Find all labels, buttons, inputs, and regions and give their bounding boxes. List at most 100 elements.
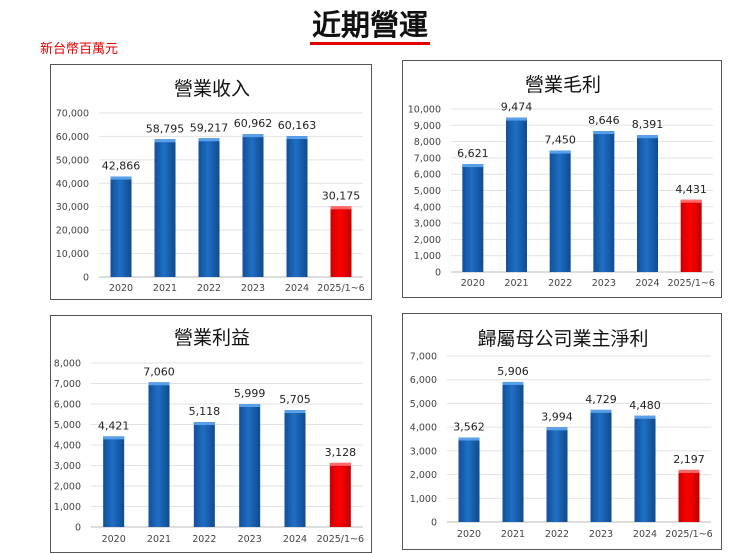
- x-tick-label: 2024: [283, 534, 307, 545]
- y-tick-label: 1,000: [410, 494, 437, 505]
- bar-highlight: [329, 462, 351, 527]
- data-label: 8,391: [632, 118, 664, 131]
- data-label: 4,729: [585, 393, 617, 406]
- bar: [637, 135, 658, 272]
- bar: [502, 381, 524, 522]
- chart-title: 歸屬母公司業主淨利: [477, 328, 648, 350]
- data-label: 2,197: [673, 453, 705, 466]
- bar: [286, 136, 308, 277]
- bar: [154, 139, 176, 277]
- y-tick-label: 6,000: [414, 170, 441, 181]
- bar: [193, 422, 215, 527]
- bar-top: [502, 381, 524, 385]
- bar-top: [462, 164, 484, 168]
- chart-svg: 歸屬母公司業主淨利 0 1,000 2,000 3,000 4,000 5,000 6,000…: [410, 328, 713, 540]
- x-tick-label: 2022: [192, 534, 216, 545]
- y-tick-label: 7,000: [410, 352, 437, 363]
- y-tick-label: 2,000: [410, 470, 437, 481]
- data-label: 3,562: [453, 421, 485, 434]
- bar: [110, 176, 132, 277]
- data-label: 7,450: [544, 134, 576, 147]
- bar: [239, 404, 261, 527]
- bar-top: [239, 404, 261, 408]
- y-tick-label: 8,000: [54, 359, 81, 370]
- y-tick-label: 2,000: [54, 482, 81, 493]
- chart-title: 營業收入: [174, 78, 250, 100]
- x-tick-label: 2023: [238, 534, 262, 545]
- bar: [593, 131, 615, 272]
- bar: [506, 117, 527, 273]
- x-tick-label: 2024: [635, 278, 659, 289]
- y-tick-label: 3,000: [410, 446, 437, 457]
- bar: [634, 415, 656, 522]
- data-label: 3,128: [325, 446, 357, 459]
- y-tick-label: 6,000: [54, 400, 81, 411]
- y-tick-label: 0: [75, 523, 81, 534]
- x-tick-label: 2020: [457, 529, 481, 540]
- data-label: 4,421: [98, 419, 129, 432]
- x-tick-label: 2022: [548, 278, 572, 289]
- x-tick-label: 2020: [102, 534, 126, 545]
- bar: [242, 134, 264, 277]
- bar-top: [198, 138, 220, 142]
- data-label: 42,866: [102, 160, 141, 173]
- page-title: 近期營運: [0, 2, 740, 45]
- bar: [103, 436, 125, 527]
- x-tick-label: 2025/1~6: [317, 283, 364, 294]
- y-tick-label: 0: [435, 268, 441, 279]
- bar-top: [148, 382, 170, 386]
- x-tick-label: 2024: [633, 529, 657, 540]
- x-tick-label: 2022: [197, 283, 221, 294]
- x-tick-label: 2022: [545, 529, 569, 540]
- bar: [546, 427, 568, 522]
- bar: [462, 164, 484, 272]
- y-tick-label: 2,000: [414, 235, 441, 246]
- y-tick-label: 50,000: [56, 155, 89, 166]
- x-tick-label: 2023: [592, 278, 616, 289]
- x-tick-label: 2025/1~6: [665, 529, 712, 540]
- bar-top: [103, 436, 125, 440]
- bar-top: [637, 135, 658, 139]
- bar-top: [110, 176, 132, 180]
- bar-top: [330, 206, 352, 210]
- y-tick-label: 60,000: [56, 132, 89, 143]
- bar-top: [546, 427, 568, 431]
- y-tick-label: 10,000: [56, 249, 89, 260]
- y-tick-label: 1,000: [54, 502, 81, 513]
- y-tick-label: 7,000: [414, 153, 441, 164]
- bar-highlight: [330, 206, 352, 277]
- y-tick-label: 4,000: [54, 441, 81, 452]
- bar: [458, 437, 480, 522]
- unit-label: 新台幣百萬元: [40, 42, 119, 57]
- chart-revenue: 營業收入 0 10,000 20,000 30,000 40,000 50,000 60,00…: [50, 64, 372, 300]
- chart-gross-profit: 營業毛利 0 1,000 2,000 3,000 4,000 5,000 6,000 7,000…: [402, 60, 722, 298]
- bar-top: [634, 415, 656, 419]
- bar-top: [590, 409, 612, 413]
- data-label: 58,795: [146, 122, 185, 135]
- chart-operating-income: 營業利益 0 1,000 2,000 3,000 4,000 5,000 6,000 7,000…: [50, 315, 372, 553]
- data-label: 6,621: [457, 147, 489, 160]
- bar: [590, 409, 612, 522]
- x-tick-label: 2023: [241, 283, 265, 294]
- y-tick-label: 30,000: [56, 202, 89, 213]
- data-label: 9,474: [501, 101, 533, 114]
- y-tick-label: 10,000: [408, 105, 441, 116]
- data-label: 7,060: [143, 365, 175, 378]
- y-tick-label: 4,000: [410, 423, 437, 434]
- chart-svg: 營業毛利 0 1,000 2,000 3,000 4,000 5,000 6,000 7,000…: [408, 74, 715, 289]
- data-label: 5,118: [189, 405, 221, 418]
- y-tick-label: 4,000: [414, 202, 441, 213]
- y-tick-label: 1,000: [414, 251, 441, 262]
- bar: [284, 410, 306, 527]
- bar-top: [458, 437, 480, 441]
- x-tick-label: 2025/1~6: [317, 534, 364, 545]
- chart-net-income: 歸屬母公司業主淨利 0 1,000 2,000 3,000 4,000 5,000 6,000…: [402, 313, 722, 550]
- bar-top: [284, 410, 306, 414]
- x-tick-label: 2021: [501, 529, 525, 540]
- data-label: 3,994: [541, 410, 573, 423]
- x-tick-label: 2024: [285, 283, 309, 294]
- y-tick-label: 3,000: [414, 219, 441, 230]
- data-label: 60,163: [278, 119, 317, 132]
- y-tick-label: 0: [431, 518, 437, 529]
